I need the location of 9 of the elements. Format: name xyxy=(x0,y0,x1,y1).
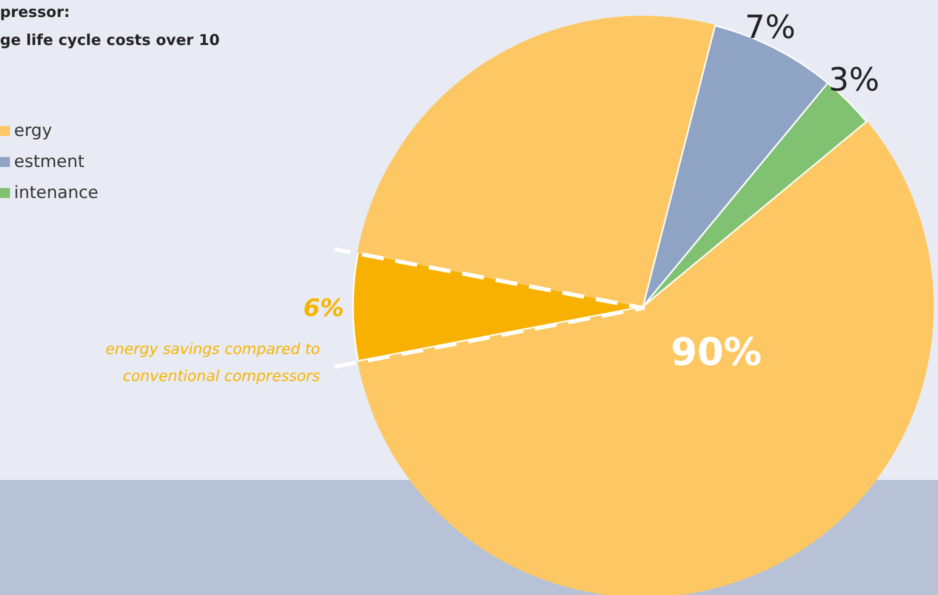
legend-label: estment xyxy=(13,151,86,174)
data-label: 7% xyxy=(744,8,796,46)
data-label: 6% xyxy=(302,293,344,324)
legend-label: intenance xyxy=(13,182,98,205)
legend-label: ergy xyxy=(13,120,54,143)
data-label: 3% xyxy=(828,60,880,98)
text: 90% xyxy=(670,330,762,374)
chart-title: pressor: ge life cycle costs over 10 xyxy=(0,2,220,51)
text: energy savings compared to conventional compressors xyxy=(104,339,320,387)
